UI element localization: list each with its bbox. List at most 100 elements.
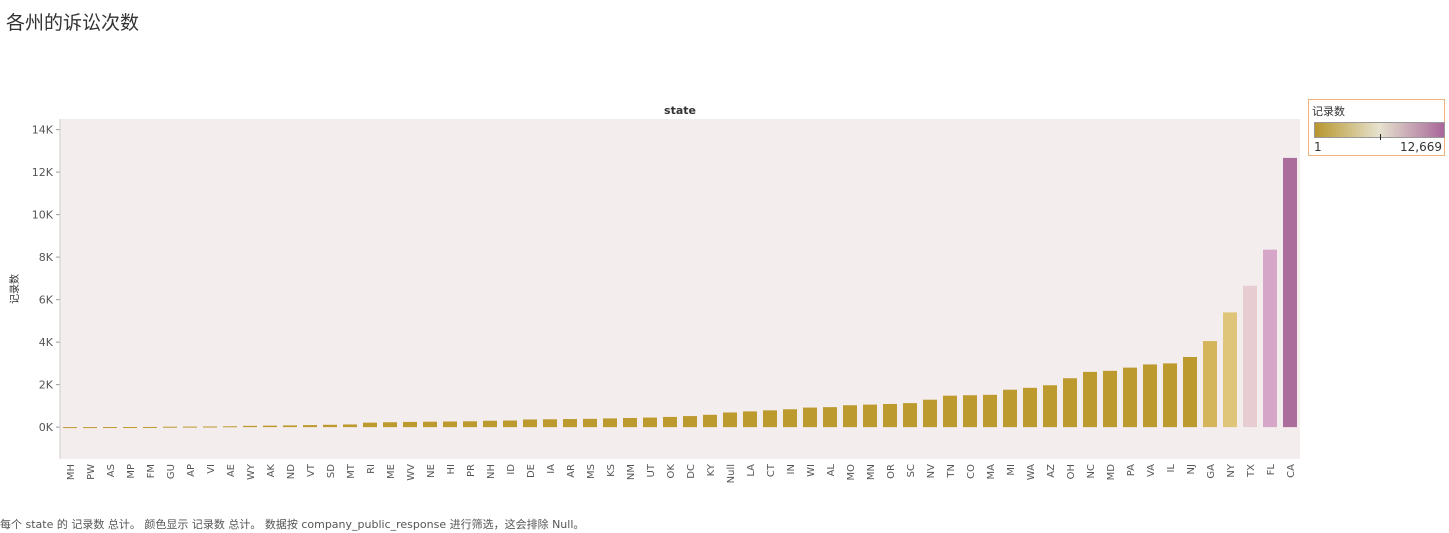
bar-co[interactable] (963, 395, 977, 428)
bar-ks[interactable] (603, 418, 617, 428)
x-tick-label: MN (866, 464, 877, 480)
chart-title: state (664, 104, 696, 117)
bar-tn[interactable] (943, 395, 957, 428)
x-tick-label: WV (406, 464, 417, 481)
bar-ap[interactable] (183, 426, 197, 428)
y-tick-label: 10K (32, 209, 54, 222)
bar-de[interactable] (523, 419, 537, 428)
legend-marker (1380, 134, 1381, 140)
bar-wi[interactable] (803, 407, 817, 428)
bar-pr[interactable] (463, 421, 477, 428)
x-tick-label: MS (586, 464, 597, 479)
bar-wa[interactable] (1023, 387, 1037, 428)
bars-group (63, 157, 1297, 429)
x-tick-label: HI (446, 464, 457, 474)
x-tick-label: AR (566, 464, 577, 478)
bar-dc[interactable] (683, 416, 697, 428)
y-tick-label: 8K (39, 251, 54, 264)
bar-pa[interactable] (1123, 367, 1137, 428)
bar-nh[interactable] (483, 420, 497, 428)
bar-tx[interactable] (1243, 285, 1257, 428)
bar-ny[interactable] (1223, 312, 1237, 428)
bar-in[interactable] (783, 409, 797, 428)
bar-nj[interactable] (1183, 357, 1197, 428)
bar-md[interactable] (1103, 370, 1117, 428)
bar-ae[interactable] (223, 426, 237, 428)
bar-fm[interactable] (143, 426, 157, 428)
bar-oh[interactable] (1063, 378, 1077, 428)
bar-ne[interactable] (423, 421, 437, 428)
page-title: 各州的诉讼次数 (6, 12, 140, 34)
x-tick-label: UT (646, 463, 657, 477)
x-tick-label: Null (726, 464, 737, 483)
bar-ga[interactable] (1203, 341, 1217, 428)
bar-al[interactable] (823, 407, 837, 428)
bar-nm[interactable] (623, 417, 637, 428)
bar-null[interactable] (723, 412, 737, 428)
x-tick-label: DC (686, 464, 697, 479)
bar-or[interactable] (883, 403, 897, 428)
bar-mi[interactable] (1003, 389, 1017, 428)
x-tick-label: ND (286, 464, 297, 479)
x-tick-label: OH (1066, 464, 1077, 479)
x-tick-label: AL (826, 464, 837, 477)
bar-vi[interactable] (203, 426, 217, 428)
bar-az[interactable] (1043, 385, 1057, 428)
bar-mp[interactable] (123, 427, 137, 429)
bar-mo[interactable] (843, 405, 857, 428)
x-tick-label: NE (426, 464, 437, 478)
bar-hi[interactable] (443, 421, 457, 428)
bar-mh[interactable] (63, 427, 77, 429)
x-tick-label: PA (1126, 464, 1137, 476)
bar-id[interactable] (503, 420, 517, 428)
footer-caption: 每个 state 的 记录数 总计。 颜色显示 记录数 总计。 数据按 comp… (0, 518, 585, 531)
bar-la[interactable] (743, 411, 757, 428)
bar-ia[interactable] (543, 419, 557, 428)
bar-ut[interactable] (643, 417, 657, 428)
bar-gu[interactable] (163, 426, 177, 428)
bar-vt[interactable] (303, 425, 317, 428)
bar-ct[interactable] (763, 410, 777, 428)
x-tick-label: WA (1026, 464, 1037, 480)
bar-nd[interactable] (283, 425, 297, 428)
color-legend[interactable]: 记录数 1 12,669 (1308, 99, 1445, 156)
y-tick-label: 4K (39, 336, 54, 349)
x-tick-label: VI (206, 464, 217, 474)
bar-ar[interactable] (563, 419, 577, 428)
bar-fl[interactable] (1263, 249, 1277, 428)
y-tick-label: 0K (39, 421, 54, 434)
bar-mt[interactable] (343, 424, 357, 428)
bar-ak[interactable] (263, 425, 277, 428)
x-tick-label: IA (546, 464, 557, 474)
bar-ky[interactable] (703, 414, 717, 428)
x-tick-label: AP (186, 464, 197, 477)
bar-nc[interactable] (1083, 371, 1097, 428)
bar-ma[interactable] (983, 394, 997, 428)
bar-sd[interactable] (323, 424, 337, 428)
x-tick-label: KS (606, 464, 617, 477)
bar-me[interactable] (383, 422, 397, 428)
bar-ca[interactable] (1283, 157, 1297, 428)
legend-min-label: 1 (1314, 140, 1322, 154)
x-tick-label: ME (386, 464, 397, 479)
bar-va[interactable] (1143, 364, 1157, 428)
bar-mn[interactable] (863, 404, 877, 428)
bar-nv[interactable] (923, 399, 937, 428)
bar-ri[interactable] (363, 422, 377, 428)
bar-il[interactable] (1163, 363, 1177, 428)
x-tick-label: CA (1286, 464, 1297, 478)
bar-as[interactable] (103, 427, 117, 429)
x-tick-label: TX (1246, 464, 1257, 478)
x-tick-label: MH (66, 464, 77, 480)
bar-pw[interactable] (83, 427, 97, 429)
bar-ms[interactable] (583, 418, 597, 428)
legend-max-label: 12,669 (1400, 140, 1442, 154)
x-tick-label: GU (166, 464, 177, 479)
bar-wy[interactable] (243, 425, 257, 428)
bar-sc[interactable] (903, 403, 917, 428)
legend-gradient-bar[interactable] (1314, 122, 1445, 138)
bar-ok[interactable] (663, 416, 677, 428)
bar-wv[interactable] (403, 421, 417, 428)
x-tick-label: NJ (1186, 464, 1197, 474)
x-tick-label: OK (666, 464, 677, 479)
